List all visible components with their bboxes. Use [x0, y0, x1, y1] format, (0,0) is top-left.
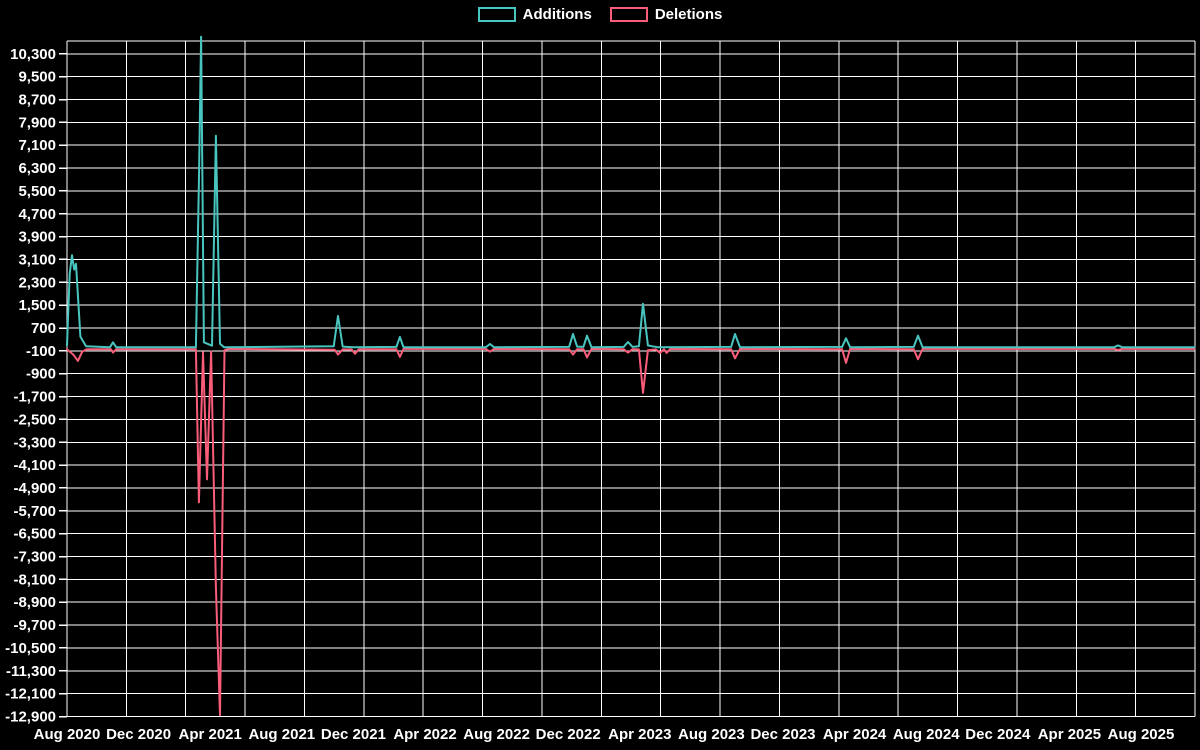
y-tick-label: -2,500 [13, 411, 56, 428]
y-tick-label: 7,900 [18, 114, 56, 131]
x-tick-label: Dec 2021 [321, 726, 386, 743]
x-tick-label: Apr 2021 [179, 726, 242, 743]
y-tick-label: -8,100 [13, 571, 56, 588]
additions-line [66, 35, 1196, 349]
y-tick-label: -11,300 [6, 663, 56, 680]
x-tick-label: Apr 2023 [608, 726, 671, 743]
x-tick-label: Apr 2024 [823, 726, 887, 743]
y-tick-label: -8,900 [13, 594, 56, 611]
y-tick-label: -6,500 [13, 526, 56, 543]
deletions-legend-swatch-icon [609, 7, 648, 22]
y-tick-label: 3,100 [18, 251, 56, 268]
additions-legend-swatch-icon [477, 7, 516, 22]
y-tick-label: -9,700 [13, 617, 56, 634]
legend-item-additions[interactable]: Additions [477, 6, 592, 23]
y-tick-label: -10,500 [5, 640, 56, 657]
y-tick-label: -7,300 [13, 549, 56, 566]
x-tick-label: Aug 2023 [678, 726, 745, 743]
y-tick-label: 700 [31, 320, 56, 337]
x-tick-label: Dec 2020 [106, 726, 171, 743]
x-tick-label: Dec 2024 [965, 726, 1031, 743]
y-tick-label: 3,900 [18, 229, 56, 246]
legend-label-deletions: Deletions [654, 6, 723, 23]
y-tick-label: -12,900 [5, 709, 56, 726]
y-tick-label: -4,100 [13, 457, 56, 474]
x-tick-label: Aug 2024 [893, 726, 960, 743]
y-tick-label: -4,900 [13, 480, 56, 497]
x-tick-label: Aug 2025 [1108, 726, 1175, 743]
y-tick-label: -3,300 [13, 434, 56, 451]
x-tick-label: Dec 2023 [750, 726, 815, 743]
x-tick-label: Aug 2020 [34, 726, 101, 743]
x-tick-label: Dec 2022 [536, 726, 601, 743]
y-tick-label: -900 [26, 366, 56, 383]
y-tick-label: 8,700 [18, 92, 56, 109]
y-tick-label: 2,300 [18, 274, 56, 291]
y-tick-label: -5,700 [13, 503, 56, 520]
y-tick-label: 1,500 [18, 297, 56, 314]
y-tick-label: 7,100 [18, 137, 56, 154]
deletions-line [66, 347, 1196, 717]
legend-label-additions: Additions [522, 6, 592, 23]
legend-item-deletions[interactable]: Deletions [609, 6, 723, 23]
x-tick-label: Apr 2025 [1038, 726, 1101, 743]
y-tick-label: 5,500 [18, 183, 56, 200]
chart-legend: Additions Deletions [0, 7, 1200, 22]
x-tick-label: Aug 2022 [463, 726, 530, 743]
y-tick-label: 6,300 [18, 160, 56, 177]
x-tick-label: Apr 2022 [393, 726, 456, 743]
y-tick-label: 9,500 [18, 69, 56, 86]
y-tick-label: -1,700 [13, 389, 56, 406]
y-tick-label: 4,700 [18, 206, 56, 223]
y-tick-label: -100 [26, 343, 56, 360]
y-tick-label: -12,100 [5, 686, 56, 703]
x-tick-label: Aug 2021 [248, 726, 315, 743]
y-tick-label: 10,300 [10, 46, 56, 63]
